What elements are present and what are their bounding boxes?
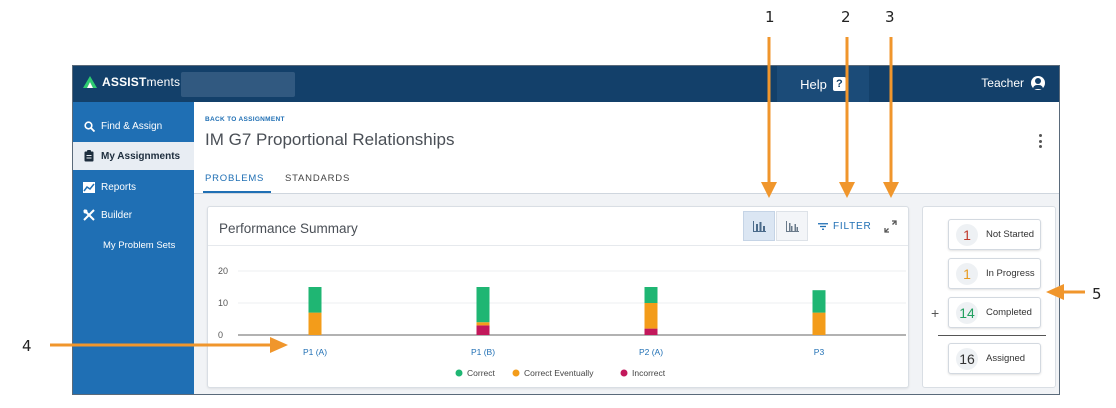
status-completed[interactable]: 14 Completed — [948, 297, 1041, 328]
bar-correct — [476, 287, 490, 323]
x-tick-label: P2 (A) — [639, 347, 663, 357]
bar-correct — [308, 287, 322, 313]
legend-marker — [512, 369, 520, 377]
card-divider — [208, 245, 908, 246]
sidebar: Find & Assign My Assignments Reports Bui… — [73, 102, 194, 394]
filter-button[interactable]: FILTER — [818, 221, 872, 232]
active-tab-indicator — [203, 191, 271, 193]
bar-correct — [812, 290, 826, 313]
stacked-bar-icon — [752, 220, 766, 232]
brand-light: ments — [146, 75, 181, 89]
status-assigned[interactable]: 16 Assigned — [948, 343, 1041, 374]
status-label: In Progress — [986, 268, 1035, 279]
brand-bold: ASSIST — [102, 75, 147, 89]
legend-marker — [620, 369, 628, 377]
redacted-area — [181, 72, 295, 97]
help-icon: ? — [832, 77, 846, 91]
logo-icon — [83, 76, 97, 88]
expand-icon[interactable] — [884, 220, 897, 233]
tools-icon — [83, 209, 95, 221]
tab-standards[interactable]: STANDARDS — [285, 173, 351, 184]
grouped-chart-toggle[interactable] — [776, 211, 808, 241]
sidebar-item-builder[interactable]: Builder — [73, 201, 194, 229]
y-tick-label: 20 — [218, 266, 228, 276]
more-options-icon[interactable] — [1039, 134, 1043, 148]
user-menu[interactable]: Teacher — [981, 76, 1045, 90]
performance-summary-title: Performance Summary — [219, 221, 358, 236]
brand-logo[interactable]: ASSISTments — [83, 75, 180, 89]
search-icon — [83, 120, 95, 132]
bar-correct — [644, 287, 658, 303]
sidebar-item-find-assign[interactable]: Find & Assign — [73, 112, 194, 140]
student-status-card: 1 Not Started 1 In Progress + 14 Complet… — [922, 206, 1056, 388]
callout-5: 5 — [1092, 285, 1102, 303]
y-tick-label: 0 — [218, 330, 223, 340]
tab-problems[interactable]: PROBLEMS — [205, 173, 265, 184]
callout-4: 4 — [22, 337, 32, 355]
bar-incorrect — [476, 325, 490, 335]
stacked-chart-toggle[interactable] — [743, 211, 775, 241]
sidebar-item-label: My Problem Sets — [103, 239, 176, 251]
app-window: ASSISTments Help ? Teacher Find & Assign… — [72, 65, 1060, 395]
status-label: Not Started — [986, 229, 1035, 240]
filter-icon — [818, 223, 828, 230]
top-bar: ASSISTments Help ? Teacher — [73, 66, 1059, 102]
status-sum-divider — [938, 335, 1046, 336]
status-count: 1 — [956, 223, 978, 246]
help-label: Help — [800, 76, 827, 92]
grouped-bar-icon — [785, 220, 799, 232]
legend-label: Correct — [467, 368, 496, 378]
status-count: 1 — [956, 262, 978, 285]
filter-label: FILTER — [833, 221, 872, 232]
status-label: Completed — [986, 307, 1032, 318]
sidebar-item-reports[interactable]: Reports — [73, 173, 194, 201]
x-tick-label: P1 (A) — [303, 347, 327, 357]
status-label: Assigned — [986, 353, 1026, 364]
callout-2: 2 — [841, 8, 851, 26]
status-count: 14 — [956, 301, 978, 324]
legend-label: Correct Eventually — [524, 368, 594, 378]
sidebar-item-my-problem-sets[interactable]: My Problem Sets — [73, 231, 194, 259]
performance-chart: 20 10 0 P1 (A) P1 (B) P2 (A) P3 Correct Correct… — [218, 266, 906, 378]
bar-incorrect — [644, 328, 658, 335]
bar-correct-eventually — [812, 312, 826, 335]
bar-correct-eventually — [476, 322, 490, 326]
status-not-started[interactable]: 1 Not Started — [948, 219, 1041, 250]
callout-1: 1 — [765, 8, 775, 26]
chart-icon — [83, 181, 95, 193]
legend-label: Incorrect — [632, 368, 666, 378]
x-tick-label: P1 (B) — [471, 347, 495, 357]
help-button[interactable]: Help ? — [777, 66, 869, 102]
legend-marker — [455, 369, 463, 377]
back-to-assignment-link[interactable]: BACK TO ASSIGNMENT — [205, 116, 285, 123]
status-in-progress[interactable]: 1 In Progress — [948, 258, 1041, 289]
user-label: Teacher — [981, 76, 1024, 90]
performance-summary-card: Performance Summary FILTER 20 10 0 P1 (A) P1… — [207, 206, 909, 388]
bar-correct-eventually — [644, 303, 658, 329]
sidebar-item-label: Find & Assign — [101, 120, 163, 132]
page-title: IM G7 Proportional Relationships — [205, 130, 455, 149]
bar-correct-eventually — [308, 312, 322, 335]
plus-icon: + — [931, 305, 940, 321]
sidebar-item-label: My Assignments — [101, 150, 181, 162]
assignment-header: BACK TO ASSIGNMENT IM G7 Proportional Re… — [194, 102, 1059, 194]
sidebar-item-label: Builder — [101, 209, 133, 221]
x-tick-label: P3 — [814, 347, 825, 357]
y-tick-label: 10 — [218, 298, 228, 308]
clipboard-icon — [83, 150, 95, 162]
sidebar-item-my-assignments[interactable]: My Assignments — [73, 142, 194, 170]
status-count: 16 — [956, 347, 978, 370]
callout-3: 3 — [885, 8, 895, 26]
sidebar-item-label: Reports — [101, 181, 137, 193]
user-icon — [1031, 76, 1045, 90]
main-content: BACK TO ASSIGNMENT IM G7 Proportional Re… — [194, 102, 1059, 394]
